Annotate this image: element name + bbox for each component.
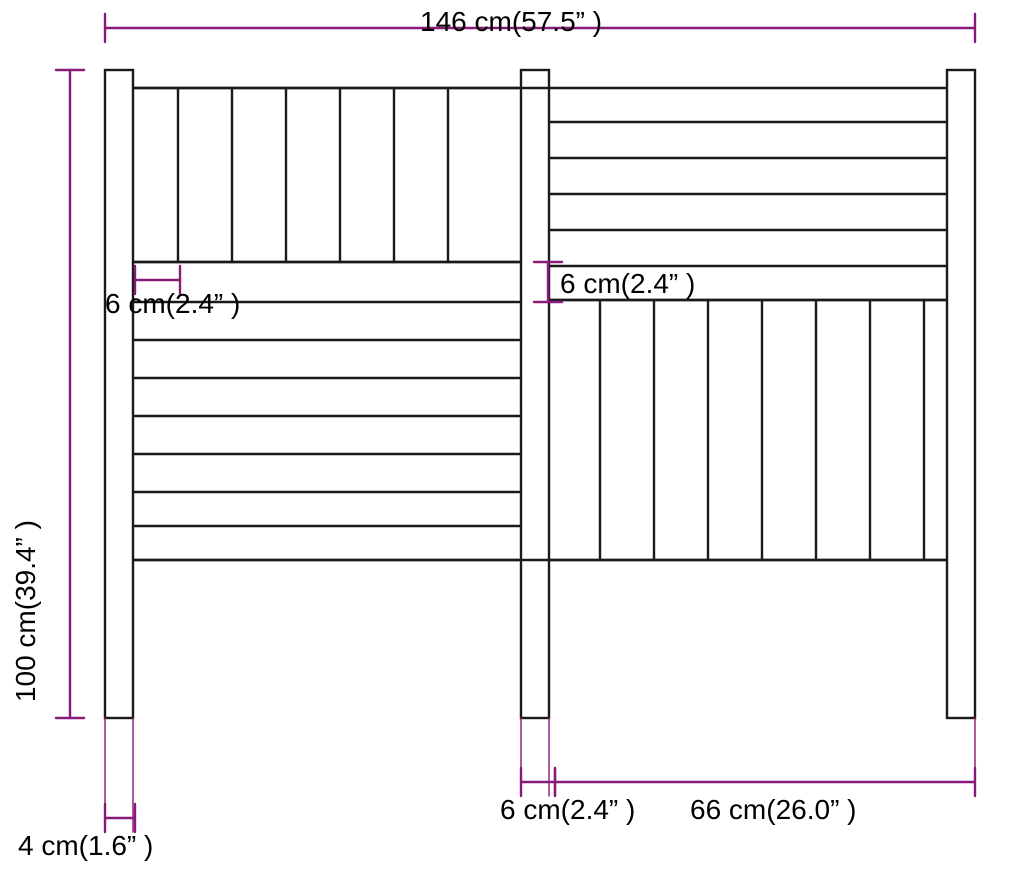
diagram-stage: 146 cm(57.5” ) 100 cm(39.4” ) 6 cm(2.4” … [0,0,1013,890]
dim-bottom-6cm: 6 cm(2.4” ) [500,794,635,826]
dim-left-height: 100 cm(39.4” ) [10,520,42,702]
dim-top-width: 146 cm(57.5” ) [420,6,602,38]
dim-bottom-66cm: 66 cm(26.0” ) [690,794,857,826]
dim-mid-6cm: 6 cm(2.4” ) [560,268,695,300]
dim-bottom-4cm: 4 cm(1.6” ) [18,830,153,862]
dim-left-6cm: 6 cm(2.4” ) [105,288,240,320]
dimension-lines [0,0,1013,890]
